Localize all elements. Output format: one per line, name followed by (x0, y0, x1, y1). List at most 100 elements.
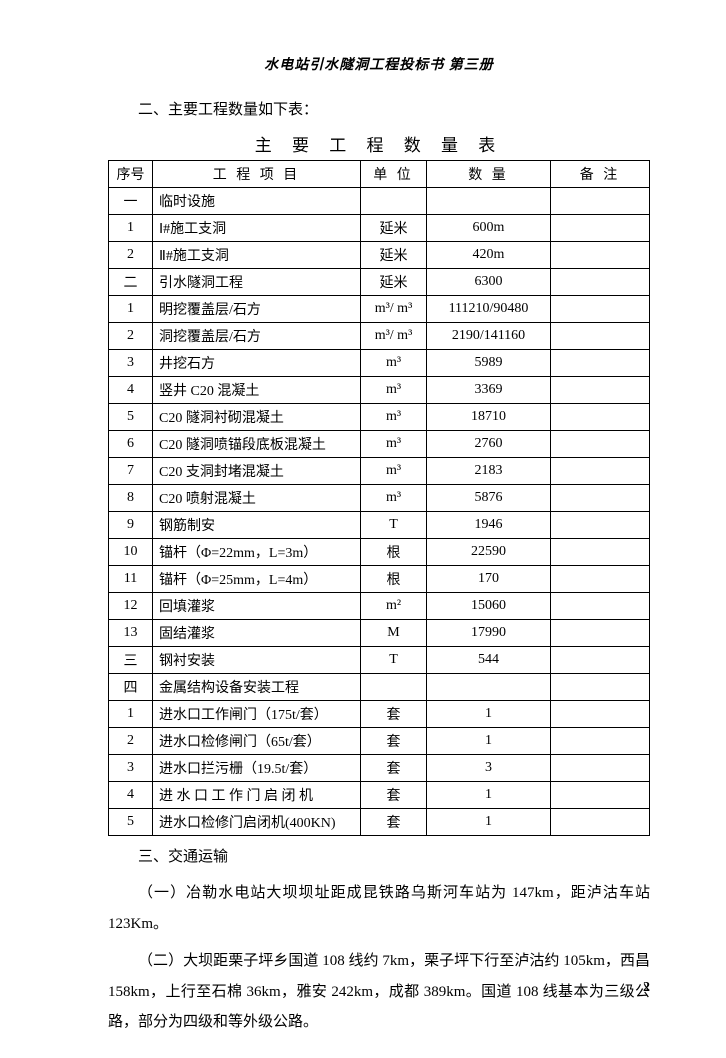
cell-unit: 套 (361, 808, 427, 835)
cell-project: 井挖石方 (153, 349, 361, 376)
cell-note (551, 430, 650, 457)
cell-project: 钢筋制安 (153, 511, 361, 538)
cell-project: 进 水 口 工 作 门 启 闭 机 (153, 781, 361, 808)
cell-seq: 4 (109, 781, 153, 808)
cell-note (551, 457, 650, 484)
table-row: 13固结灌浆M17990 (109, 619, 650, 646)
table-row: 11锚杆（Φ=25mm，L=4m）根170 (109, 565, 650, 592)
cell-qty: 1 (427, 727, 551, 754)
cell-note (551, 646, 650, 673)
col-project: 工 程 项 目 (153, 160, 361, 187)
cell-seq: 13 (109, 619, 153, 646)
table-row: 二引水隧洞工程延米6300 (109, 268, 650, 295)
table-row: 6C20 隧洞喷锚段底板混凝土m³2760 (109, 430, 650, 457)
cell-project: 临时设施 (153, 187, 361, 214)
cell-qty: 1 (427, 781, 551, 808)
table-row: 1Ⅰ#施工支洞延米600m (109, 214, 650, 241)
cell-qty (427, 673, 551, 700)
cell-seq: 2 (109, 322, 153, 349)
table-row: 四金属结构设备安装工程 (109, 673, 650, 700)
table-row: 3井挖石方m³5989 (109, 349, 650, 376)
cell-note (551, 673, 650, 700)
cell-project: 进水口工作闸门（175t/套） (153, 700, 361, 727)
cell-unit: m² (361, 592, 427, 619)
cell-qty (427, 187, 551, 214)
cell-project: 回填灌浆 (153, 592, 361, 619)
cell-note (551, 349, 650, 376)
cell-project: C20 喷射混凝土 (153, 484, 361, 511)
cell-unit: T (361, 646, 427, 673)
cell-qty: 5876 (427, 484, 551, 511)
cell-project: 钢衬安装 (153, 646, 361, 673)
table-row: 9钢筋制安T1946 (109, 511, 650, 538)
cell-unit: m³ (361, 403, 427, 430)
cell-qty: 1946 (427, 511, 551, 538)
cell-project: Ⅱ#施工支洞 (153, 241, 361, 268)
cell-note (551, 619, 650, 646)
cell-seq: 6 (109, 430, 153, 457)
section-3-heading: 三、交通运输 (108, 842, 650, 873)
cell-project: C20 支洞封堵混凝土 (153, 457, 361, 484)
cell-unit: m³ (361, 430, 427, 457)
cell-note (551, 727, 650, 754)
col-qty: 数 量 (427, 160, 551, 187)
paragraph-2: （二）大坝距栗子坪乡国道 108 线约 7km，栗子坪下行至泸沽约 105km，… (108, 946, 650, 1038)
cell-unit: m³/ m³ (361, 322, 427, 349)
paragraph-1: （一）冶勒水电站大坝坝址距成昆铁路乌斯河车站为 147km，距泸沽车站 123K… (108, 878, 650, 940)
cell-project: 明挖覆盖层/石方 (153, 295, 361, 322)
cell-unit: 延米 (361, 268, 427, 295)
cell-note (551, 376, 650, 403)
cell-unit: 延米 (361, 241, 427, 268)
cell-note (551, 781, 650, 808)
table-row: 5C20 隧洞衬砌混凝土m³18710 (109, 403, 650, 430)
cell-qty: 544 (427, 646, 551, 673)
col-note: 备 注 (551, 160, 650, 187)
cell-note (551, 484, 650, 511)
cell-seq: 4 (109, 376, 153, 403)
cell-project: 进水口检修闸门（65t/套） (153, 727, 361, 754)
page-number: 2 (643, 980, 650, 996)
cell-seq: 3 (109, 754, 153, 781)
table-row: 三钢衬安装T544 (109, 646, 650, 673)
cell-note (551, 241, 650, 268)
cell-seq: 二 (109, 268, 153, 295)
cell-unit: m³ (361, 457, 427, 484)
cell-seq: 8 (109, 484, 153, 511)
cell-project: 金属结构设备安装工程 (153, 673, 361, 700)
document-header: 水电站引水隧洞工程投标书 第三册 (108, 54, 650, 74)
cell-project: 洞挖覆盖层/石方 (153, 322, 361, 349)
cell-unit: 套 (361, 700, 427, 727)
cell-seq: 一 (109, 187, 153, 214)
cell-note (551, 565, 650, 592)
cell-unit: T (361, 511, 427, 538)
cell-project: 进水口拦污栅（19.5t/套） (153, 754, 361, 781)
cell-qty: 170 (427, 565, 551, 592)
cell-unit: 套 (361, 754, 427, 781)
cell-seq: 3 (109, 349, 153, 376)
cell-note (551, 214, 650, 241)
cell-qty: 2190/141160 (427, 322, 551, 349)
cell-project: 竖井 C20 混凝土 (153, 376, 361, 403)
cell-unit: m³ (361, 376, 427, 403)
table-row: 3进水口拦污栅（19.5t/套）套3 (109, 754, 650, 781)
cell-project: 进水口检修门启闭机(400KN) (153, 808, 361, 835)
cell-unit: 套 (361, 727, 427, 754)
cell-seq: 10 (109, 538, 153, 565)
cell-note (551, 700, 650, 727)
cell-qty: 1 (427, 808, 551, 835)
cell-seq: 5 (109, 808, 153, 835)
cell-unit: 套 (361, 781, 427, 808)
cell-note (551, 511, 650, 538)
table-row: 2进水口检修闸门（65t/套）套1 (109, 727, 650, 754)
cell-seq: 2 (109, 727, 153, 754)
cell-qty: 3 (427, 754, 551, 781)
quantities-table: 序号 工 程 项 目 单 位 数 量 备 注 一临时设施1Ⅰ#施工支洞延米600… (108, 160, 650, 836)
cell-note (551, 754, 650, 781)
cell-project: C20 隧洞喷锚段底板混凝土 (153, 430, 361, 457)
table-row: 1明挖覆盖层/石方m³/ m³111210/90480 (109, 295, 650, 322)
table-row: 8C20 喷射混凝土m³5876 (109, 484, 650, 511)
cell-project: C20 隧洞衬砌混凝土 (153, 403, 361, 430)
cell-note (551, 592, 650, 619)
cell-note (551, 187, 650, 214)
col-unit: 单 位 (361, 160, 427, 187)
